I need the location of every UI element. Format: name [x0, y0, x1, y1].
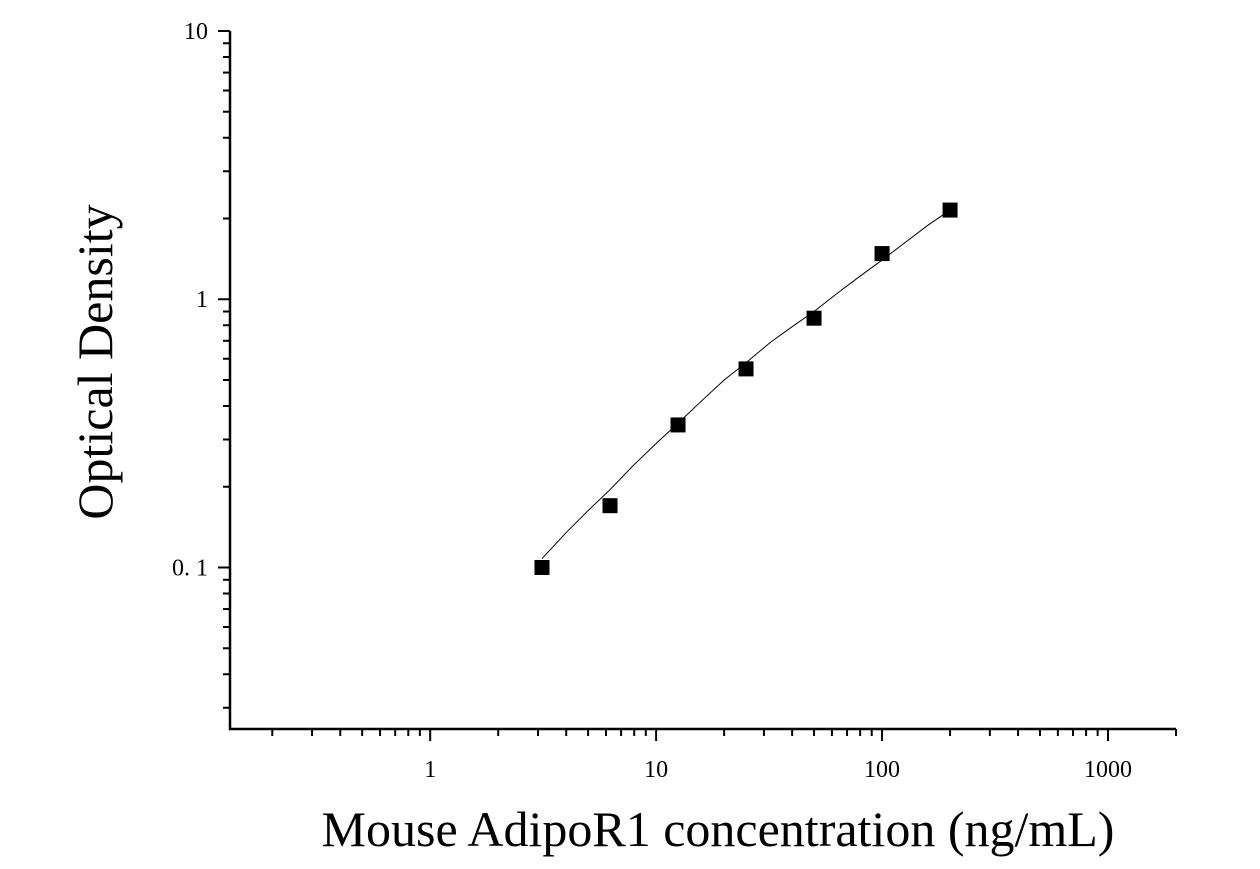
y-tick-label: 10: [184, 19, 208, 45]
data-point-markers: [534, 202, 958, 575]
data-point-marker: [942, 202, 958, 218]
x-axis-title: Mouse AdipoR1 concentration (ng/mL): [322, 801, 1115, 857]
axis-tick-labels: 1 10 100 1000 0. 1 1 10: [172, 19, 1132, 783]
axes: [228, 31, 1176, 731]
x-tick-label: 100: [864, 757, 900, 783]
y-axis-title: Optical Density: [67, 204, 123, 519]
data-point-marker: [874, 246, 890, 262]
data-point-marker: [602, 498, 618, 514]
data-point-marker: [670, 417, 686, 433]
x-tick-label: 10: [644, 757, 668, 783]
data-point-marker: [738, 361, 754, 377]
y-tick-label: 1: [196, 287, 208, 313]
x-tick-label: 1000: [1084, 757, 1132, 783]
data-point-marker: [806, 310, 822, 326]
x-tick-label: 1: [424, 757, 436, 783]
data-point-marker: [534, 559, 550, 575]
axis-ticks: [218, 30, 1177, 741]
y-tick-label: 0. 1: [172, 555, 208, 581]
